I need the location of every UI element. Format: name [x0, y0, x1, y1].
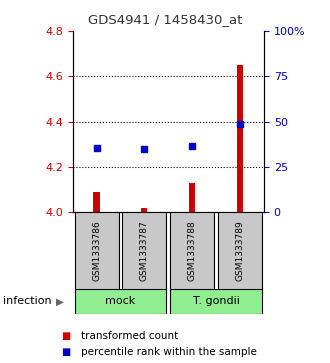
Bar — [75, 289, 166, 314]
Text: infection: infection — [3, 296, 52, 306]
Text: percentile rank within the sample: percentile rank within the sample — [81, 347, 257, 357]
Bar — [75, 212, 118, 289]
Bar — [141, 208, 148, 212]
Bar — [170, 289, 262, 314]
Text: transformed count: transformed count — [81, 331, 178, 341]
Bar — [122, 212, 166, 289]
Bar — [170, 212, 214, 289]
Text: GSM1333786: GSM1333786 — [92, 220, 101, 281]
Text: ■: ■ — [61, 331, 71, 341]
Text: T. gondii: T. gondii — [193, 296, 240, 306]
Bar — [189, 183, 195, 212]
Text: ■: ■ — [61, 347, 71, 357]
Bar — [237, 65, 243, 212]
Text: GSM1333787: GSM1333787 — [140, 220, 149, 281]
Bar — [93, 192, 100, 212]
Text: mock: mock — [105, 296, 136, 306]
Bar — [218, 212, 262, 289]
Text: GSM1333788: GSM1333788 — [188, 220, 197, 281]
Text: GSM1333789: GSM1333789 — [236, 220, 245, 281]
Text: ▶: ▶ — [56, 296, 64, 306]
Text: GDS4941 / 1458430_at: GDS4941 / 1458430_at — [88, 13, 242, 26]
